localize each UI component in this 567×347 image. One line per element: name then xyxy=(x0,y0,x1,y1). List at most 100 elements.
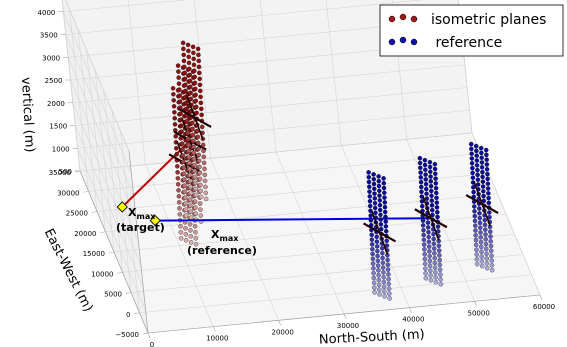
plane-point xyxy=(203,196,209,202)
plane-point xyxy=(474,257,480,262)
y-tick-label: 25000 xyxy=(66,210,88,218)
plane-point xyxy=(197,176,203,182)
plane-point xyxy=(427,164,433,170)
grid-line xyxy=(79,132,473,172)
plane-point xyxy=(434,205,440,210)
legend-marker-isometric-planes xyxy=(388,13,418,23)
plane-point xyxy=(177,99,183,104)
plane-point xyxy=(185,136,191,142)
grid-line xyxy=(139,274,532,314)
plane-point xyxy=(438,272,443,277)
plane-point xyxy=(469,161,475,166)
plane-point xyxy=(420,203,425,209)
plane-point xyxy=(426,239,432,245)
plane-point xyxy=(489,253,494,258)
plane-point xyxy=(181,171,187,176)
xmax-target-caption: (target) xyxy=(116,221,165,234)
plane-point xyxy=(488,248,494,254)
plane-point xyxy=(192,168,198,174)
plane-point xyxy=(469,156,475,161)
plane-point xyxy=(437,253,442,258)
plane-point xyxy=(200,142,206,148)
y-tick-label: 0 xyxy=(126,311,130,319)
plane-point xyxy=(198,88,203,94)
grid-line xyxy=(77,109,470,149)
plane-cross-mark xyxy=(422,195,440,241)
plane-point xyxy=(184,100,189,106)
plane-point xyxy=(421,227,426,233)
grid-line xyxy=(88,152,481,192)
plane-point xyxy=(480,169,485,175)
plane-point xyxy=(432,255,437,261)
plane-point xyxy=(184,106,189,112)
plane-point xyxy=(428,179,434,184)
x-tick xyxy=(474,301,477,307)
plane-point xyxy=(198,188,203,194)
plane-point xyxy=(431,231,436,237)
grid-line xyxy=(65,0,130,152)
plane-point xyxy=(193,230,198,235)
legend-marker-dot xyxy=(399,13,407,21)
plane-point xyxy=(175,182,181,187)
plane-point xyxy=(431,241,437,247)
plane-point xyxy=(191,50,196,56)
plane-point xyxy=(178,230,184,235)
legend-marker-reference xyxy=(388,36,418,46)
plane-point xyxy=(198,207,203,212)
x-tick-label: 10000 xyxy=(206,335,228,343)
plane-point xyxy=(477,206,482,211)
plane-point xyxy=(193,242,199,247)
y-tick-label: −5000 xyxy=(115,331,139,339)
plane-point xyxy=(422,247,427,252)
legend-marker-dot xyxy=(388,15,396,23)
plane-point xyxy=(381,176,386,181)
plane-point xyxy=(488,239,493,244)
x-tick xyxy=(147,332,151,339)
plane-point xyxy=(181,165,186,170)
plane-point xyxy=(435,224,441,229)
plane-point xyxy=(177,87,182,92)
plane-point xyxy=(182,64,187,70)
plane-point xyxy=(375,253,380,259)
plane-point xyxy=(185,124,190,130)
plane-point xyxy=(180,159,186,164)
plane-point xyxy=(422,261,428,267)
plane-point xyxy=(369,237,375,242)
plane-point xyxy=(418,165,423,171)
plane-point xyxy=(484,157,489,162)
plane-point xyxy=(437,267,443,273)
plane-cross-mark xyxy=(370,210,389,255)
plane-point xyxy=(172,110,177,115)
plane-point xyxy=(473,242,479,248)
plane-point xyxy=(177,93,182,98)
plane-cross-mark xyxy=(176,141,194,186)
plane-point xyxy=(484,251,489,256)
plane-point xyxy=(489,263,495,268)
plane-point xyxy=(371,275,377,281)
plane-point xyxy=(381,270,386,275)
plane-point xyxy=(424,196,430,201)
plane-point xyxy=(183,201,188,206)
tick-labels: 0 10000 20000 30000 40000 50000 60000 −5000 0 500… xyxy=(38,9,556,347)
plane-point xyxy=(484,167,490,172)
plane-point xyxy=(372,285,377,290)
plane-point xyxy=(171,104,177,109)
shower-axis-line xyxy=(121,139,191,208)
plane-point xyxy=(380,260,386,266)
plane-point xyxy=(422,162,428,168)
plane-point xyxy=(486,200,492,206)
plane-point xyxy=(191,144,196,150)
plane-point xyxy=(197,170,203,176)
plane-point xyxy=(185,42,191,48)
plane-point xyxy=(472,218,478,224)
plane-point xyxy=(374,234,379,240)
plane-point xyxy=(422,251,427,257)
plane-point xyxy=(190,126,195,132)
plane-point xyxy=(199,124,205,130)
plane-point xyxy=(475,172,480,178)
plane-point xyxy=(175,63,181,68)
plane-point xyxy=(181,58,187,64)
xmax-reference-caption: (reference) xyxy=(187,244,257,257)
series-isometric-planes xyxy=(116,40,212,247)
